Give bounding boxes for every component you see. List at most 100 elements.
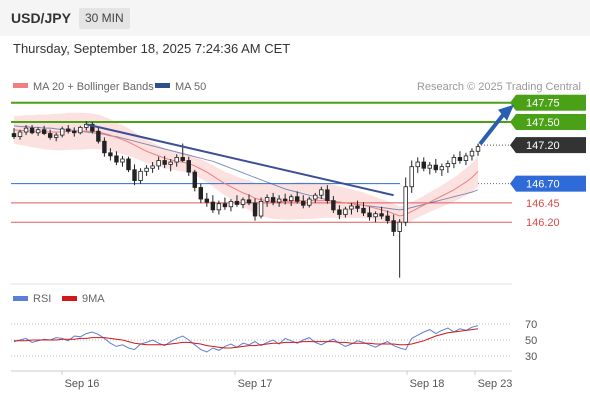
candle [210, 195, 216, 213]
candle [144, 165, 149, 176]
candle [228, 199, 234, 212]
candle [150, 162, 155, 173]
rsi-legend-swatch [13, 296, 28, 301]
ma50-legend-swatch [155, 83, 170, 88]
candle [96, 127, 101, 144]
ma50-legend-label: MA 50 [175, 81, 206, 93]
candle [156, 156, 161, 170]
rsi-tick-50: 50 [525, 335, 537, 347]
candle [445, 160, 451, 173]
candle [433, 158, 439, 173]
candle [451, 154, 457, 169]
candle [349, 202, 354, 215]
bollinger-band [14, 112, 478, 226]
price-panel: 147.75 147.50 147.20 146.70 146.45 146.20 [11, 94, 586, 278]
candle [258, 197, 264, 219]
candle [138, 168, 143, 184]
candle [234, 195, 240, 207]
candle [385, 210, 390, 224]
candle [216, 200, 222, 215]
candle [168, 158, 173, 172]
candle [421, 157, 426, 172]
candle [415, 157, 420, 173]
candle [252, 198, 258, 221]
candle [282, 193, 288, 205]
candle [53, 132, 59, 142]
candle [72, 127, 77, 137]
candle [186, 156, 191, 176]
candle [379, 206, 384, 220]
candle [355, 200, 360, 213]
candle [391, 214, 396, 237]
candle [343, 206, 348, 218]
level-label-146.45: 146.45 [526, 198, 560, 210]
candle [174, 154, 179, 167]
candle [240, 197, 246, 209]
candle [35, 127, 41, 136]
candle [397, 219, 402, 278]
level-label-146.70: 146.70 [526, 179, 560, 191]
candle [439, 163, 445, 176]
rsi-tick-30: 30 [525, 351, 537, 363]
candle [403, 177, 408, 227]
level-label-147.20: 147.20 [526, 140, 560, 152]
trendline [86, 123, 394, 197]
forecast-arrow-head [498, 104, 514, 121]
level-label-147.75: 147.75 [526, 98, 560, 110]
candle [361, 202, 366, 217]
candle [463, 152, 469, 166]
level-label-pointer [510, 137, 516, 154]
candle [331, 195, 336, 213]
candle [120, 155, 125, 167]
candle [475, 143, 481, 156]
candle [325, 185, 330, 204]
candle [264, 194, 270, 207]
rsi-ma-legend-swatch [62, 296, 77, 301]
candle [270, 192, 276, 206]
level-label-box [516, 94, 586, 111]
candle [367, 206, 372, 221]
level-label-pointer [510, 94, 516, 111]
candle [17, 129, 23, 140]
x-axis: Sep 16 Sep 17 Sep 18 Sep 23 [61, 371, 513, 390]
candle [319, 186, 324, 200]
x-tick-label: Sep 23 [478, 378, 513, 390]
level-label-147.50: 147.50 [526, 117, 560, 129]
candle [126, 156, 131, 173]
level-label-box [516, 194, 586, 211]
candle [288, 194, 294, 206]
candle [409, 160, 414, 193]
level-label-box [516, 175, 586, 192]
candle [23, 125, 29, 136]
candle [60, 126, 65, 138]
candle [337, 205, 342, 220]
candle [41, 125, 47, 136]
candle [66, 125, 71, 134]
level-label-146.20: 146.20 [526, 217, 560, 229]
pair-title: USD/JPY [11, 10, 71, 26]
candle [246, 194, 252, 206]
candle [108, 148, 113, 161]
level-label-box [516, 214, 586, 231]
rsi-series-9MA [14, 328, 479, 349]
candle [276, 195, 282, 207]
candle [222, 197, 228, 210]
source-label: Research © 2025 Trading Central [417, 81, 581, 93]
level-label-pointer [510, 175, 516, 192]
ma50-line [13, 125, 479, 211]
rsi-legend-label: RSI [33, 293, 51, 305]
forecast-arrow-shaft [478, 112, 506, 146]
ma20-legend-label: MA 20 + Bollinger Bands [33, 81, 154, 93]
x-tick-label: Sep 17 [238, 378, 273, 390]
timeframe-button[interactable]: 30 MIN [79, 8, 130, 29]
candle [102, 137, 107, 157]
ma20-legend-swatch [13, 83, 28, 88]
rsi-ma-legend-label: 9MA [82, 293, 105, 305]
candle [427, 162, 432, 175]
candle [204, 192, 210, 207]
candle [301, 195, 306, 209]
candle [295, 191, 300, 204]
candle [114, 151, 119, 166]
level-label-pointer [510, 113, 516, 130]
